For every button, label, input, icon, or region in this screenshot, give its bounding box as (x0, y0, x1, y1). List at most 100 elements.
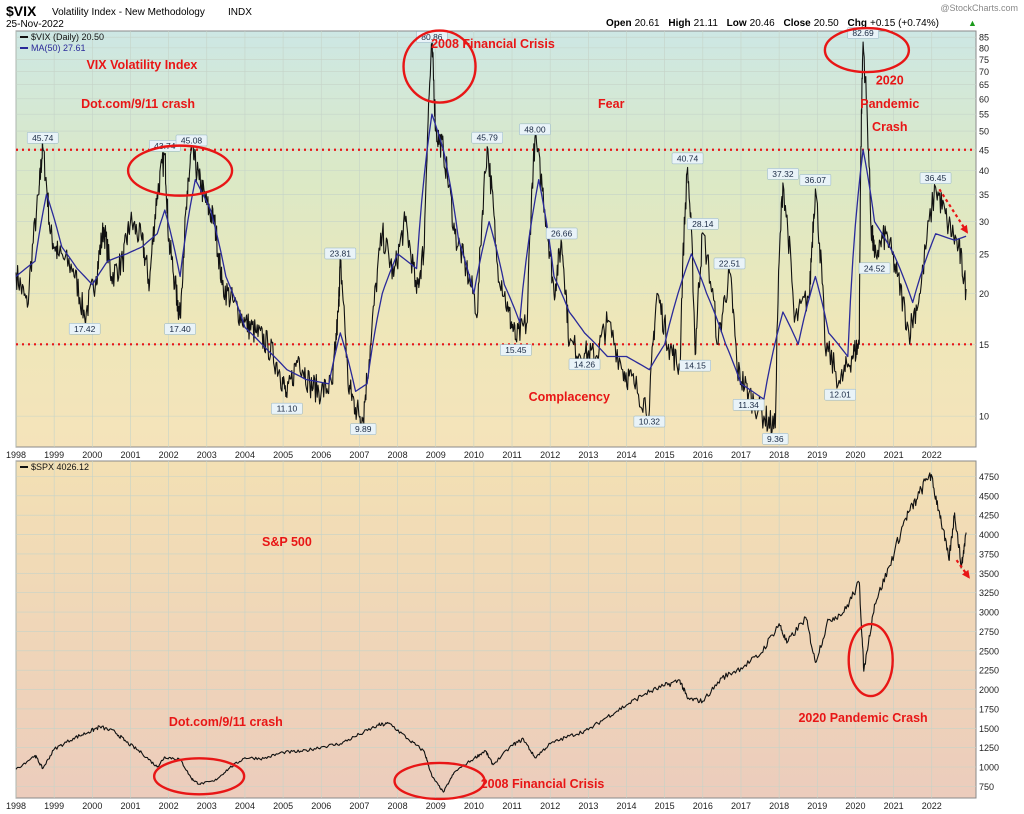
value-label: 26.66 (551, 228, 573, 238)
x-tick-label: 2011 (502, 801, 521, 811)
x-tick-label: 2017 (731, 450, 751, 460)
x-tick-label: 2014 (616, 450, 636, 460)
value-label-box (350, 423, 377, 435)
value-label: 23.81 (330, 248, 352, 258)
annotation-text: Pandemic (860, 97, 919, 111)
annotation-text: 2020 Pandemic Crash (798, 711, 927, 725)
y-tick-label: 3500 (979, 569, 999, 579)
y-tick-label: 10 (979, 412, 989, 422)
low-value: 20.46 (750, 18, 775, 29)
value-label-box (713, 257, 746, 270)
value-label: 36.07 (805, 175, 827, 185)
x-tick-label: 2016 (693, 450, 713, 460)
y-tick-label: 55 (979, 110, 989, 120)
highlight-circle (126, 144, 234, 197)
annotation-text: Dot.com/9/11 crash (169, 715, 283, 729)
y-tick-label: 2500 (979, 646, 999, 656)
ohlc-readout: Open 20.61 High 21.11 Low 20.46 Close 20.50 … (606, 18, 939, 29)
x-tick-label: 2001 (120, 801, 140, 811)
trend-arrow-head-icon (962, 569, 970, 579)
chart-header: $VIX Volatility Index - New Methodology … (6, 3, 1018, 30)
value-label-box (858, 262, 891, 275)
x-tick-label: 2009 (426, 450, 446, 460)
value-label: 14.26 (574, 359, 596, 369)
value-label-box (687, 218, 719, 230)
x-tick-label: 2013 (578, 450, 598, 460)
x-tick-label: 2021 (884, 450, 904, 460)
value-label: 14.15 (685, 361, 707, 371)
value-label: 37.32 (772, 169, 794, 179)
open-value: 20.61 (635, 18, 660, 29)
value-label-box (762, 433, 789, 445)
x-tick-label: 2019 (807, 450, 827, 460)
y-tick-label: 4000 (979, 530, 999, 540)
annotation-text: 2008 Financial Crisis (481, 777, 605, 791)
x-tick-label: 2013 (578, 801, 598, 811)
x-tick-label: 2011 (502, 450, 521, 460)
highlight-circle (847, 622, 894, 698)
x-tick-label: 2020 (845, 801, 865, 811)
value-label: 15.45 (505, 345, 527, 355)
watermark: @StockCharts.com (940, 3, 1018, 13)
value-label-box (919, 172, 952, 184)
annotation-text: Fear (598, 97, 625, 111)
x-tick-label: 2018 (769, 450, 789, 460)
value-label: 40.74 (677, 153, 699, 163)
value-label-box (519, 123, 551, 136)
value-label: 9.36 (767, 434, 784, 444)
annotation-text: Complacency (529, 390, 610, 404)
up-arrow-icon: ▲ (968, 18, 977, 28)
legend-entry: MA(50) 27.61 (31, 43, 86, 53)
value-label-box (68, 323, 101, 335)
y-tick-label: 2250 (979, 666, 999, 676)
highlight-circle (152, 757, 246, 796)
y-tick-label: 2000 (979, 685, 999, 695)
y-tick-label: 4500 (979, 491, 999, 501)
highlight-circle (393, 761, 486, 801)
x-tick-label: 2001 (120, 450, 140, 460)
value-label: 45.74 (32, 133, 54, 143)
annotation-text: Dot.com/9/11 crash (81, 97, 195, 111)
change-label: Chg (848, 18, 867, 29)
value-label: 24.52 (864, 263, 886, 273)
x-tick-label: 2002 (159, 801, 179, 811)
y-tick-label: 60 (979, 94, 989, 104)
value-label-box (799, 174, 832, 186)
symbol-name: Volatility Index - New Methodology (52, 7, 205, 18)
x-tick-label: 2006 (311, 450, 331, 460)
close-label: Close (783, 18, 811, 29)
plot-area (15, 30, 977, 448)
x-tick-label: 2016 (693, 801, 713, 811)
y-tick-label: 85 (979, 33, 989, 43)
value-label: 12.01 (830, 390, 852, 400)
value-label-box (164, 323, 196, 335)
y-tick-label: 4250 (979, 511, 999, 521)
x-tick-label: 2012 (540, 450, 560, 460)
value-label-box (568, 358, 601, 371)
x-tick-label: 1999 (44, 801, 64, 811)
x-tick-label: 2006 (311, 801, 331, 811)
value-label: 48.00 (524, 124, 546, 134)
spx-panel: 750 1000 1250 1500 1750 2000 2250 2500 2750 3000 3… (6, 460, 999, 811)
highlight-circle (402, 29, 477, 104)
exchange: INDX (228, 7, 252, 18)
value-label-box (324, 247, 357, 260)
x-tick-label: 2009 (426, 801, 446, 811)
y-tick-label: 1500 (979, 724, 999, 734)
value-label-box (545, 227, 578, 240)
highlight-circle (823, 26, 911, 74)
x-tick-label: 2007 (349, 450, 369, 460)
x-tick-label: 2015 (655, 450, 675, 460)
value-label-box (271, 402, 303, 415)
y-tick-label: 45 (979, 145, 989, 155)
y-tick-label: 15 (979, 340, 989, 350)
y-tick-label: 30 (979, 217, 989, 227)
y-tick-label: 2750 (979, 627, 999, 637)
chart-date: 25-Nov-2022 (6, 19, 64, 30)
annotation-text: VIX Volatility Index (86, 58, 197, 72)
x-tick-label: 2002 (159, 450, 179, 460)
x-tick-label: 2007 (349, 801, 369, 811)
high-value: 21.11 (694, 18, 719, 29)
